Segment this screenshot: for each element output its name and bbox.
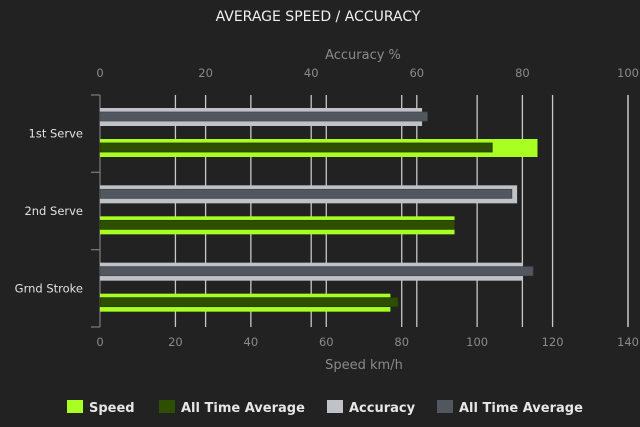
bar-speed-average	[99, 297, 399, 308]
x_bottom-tick-label: 120	[542, 335, 564, 349]
x_top-tick-label: 40	[304, 66, 319, 80]
x_top-tick-label: 60	[409, 66, 424, 80]
legend-label: All Time Average	[181, 401, 305, 416]
x_bottom-tick-label: 140	[617, 335, 639, 349]
legend-label: All Time Average	[459, 401, 583, 416]
x_bottom-tick-label: 40	[244, 335, 259, 349]
x_bottom-tick-label: 100	[466, 335, 488, 349]
x_top-tick-label: 80	[515, 66, 530, 80]
category-label: 1st Serve	[29, 127, 83, 141]
x_bottom-tick-label: 80	[394, 335, 409, 349]
chart-title: AVERAGE SPEED / ACCURACY	[216, 9, 421, 25]
category-label: Grnd Stroke	[15, 281, 83, 295]
bar-accuracy-average	[99, 111, 428, 122]
bottom-axis-label: Speed km/h	[325, 358, 403, 373]
x_top-tick-label: 20	[198, 66, 213, 80]
x_bottom-tick-label: 20	[168, 335, 183, 349]
legend-swatch	[159, 400, 175, 413]
category-label: 2nd Serve	[24, 204, 83, 218]
bar-speed-average	[99, 219, 455, 230]
x_top-tick-label: 0	[96, 66, 103, 80]
x_top-tick-label: 100	[617, 66, 639, 80]
legend-swatch	[67, 400, 83, 413]
legend-label: Speed	[89, 401, 135, 416]
legend-swatch	[437, 400, 453, 413]
bar-accuracy-average	[99, 188, 513, 199]
legend-label: Accuracy	[349, 401, 416, 416]
legend-swatch	[327, 400, 343, 413]
bar-speed-average	[99, 142, 493, 153]
x_bottom-tick-label: 0	[96, 335, 103, 349]
bar-accuracy-average	[99, 266, 534, 277]
x_bottom-tick-label: 60	[319, 335, 334, 349]
top-axis-label: Accuracy %	[325, 48, 401, 63]
